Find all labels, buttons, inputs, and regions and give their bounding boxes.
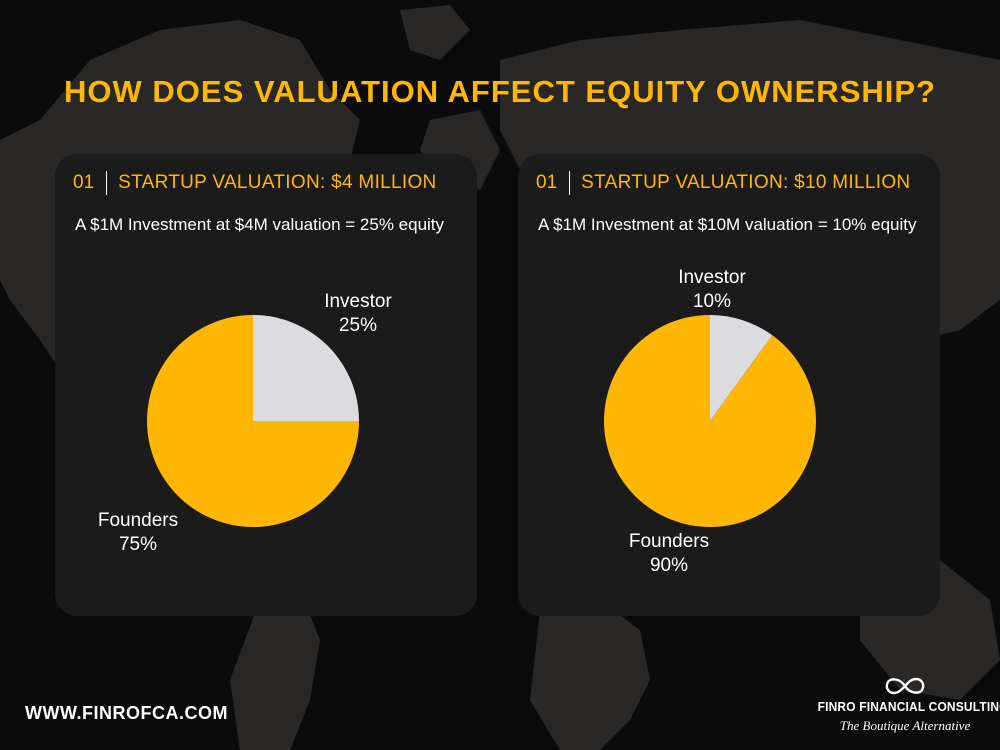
- card-description: A $1M Investment at $10M valuation = 10%…: [538, 215, 917, 234]
- website-link[interactable]: WWW.FINROFCA.COM: [25, 703, 228, 723]
- card-divider: [569, 171, 571, 195]
- card-header: 01 STARTUP VALUATION: $10 MILLION: [536, 170, 910, 196]
- brand-name: FINRO FINANCIAL CONSULTING: [817, 699, 1000, 714]
- pie-chart-10m: [604, 315, 816, 527]
- card-number: 01: [536, 172, 558, 193]
- brand-block: FINRO FINANCIAL CONSULTING The Boutique …: [810, 676, 1000, 734]
- investor-label: Investor 25%: [303, 290, 413, 338]
- founders-label-text: Founders: [628, 531, 710, 552]
- founders-pct: 90%: [649, 555, 689, 576]
- page-title: HOW DOES VALUATION AFFECT EQUITY OWNERSH…: [64, 74, 936, 109]
- founders-label-text: Founders: [97, 510, 179, 531]
- pie-slice-investor: [710, 315, 773, 421]
- infinity-icon: [885, 677, 925, 695]
- pie-slice-investor: [253, 315, 359, 421]
- card-divider: [106, 171, 108, 195]
- pie-slice-founders: [147, 315, 359, 527]
- card-heading: STARTUP VALUATION: $10 MILLION: [581, 172, 911, 193]
- founders-label: Founders 75%: [83, 509, 193, 557]
- pie-chart-4m: [147, 315, 359, 527]
- card-number: 01: [73, 172, 95, 193]
- card-description: A $1M Investment at $4M valuation = 25% …: [75, 215, 445, 234]
- founders-label: Founders 90%: [614, 530, 724, 578]
- pie-slice-founders: [604, 315, 816, 527]
- investor-label: Investor 10%: [657, 266, 767, 314]
- investor-label-text: Investor: [324, 291, 392, 312]
- brand-tagline: The Boutique Alternative: [839, 718, 971, 733]
- investor-pct: 10%: [692, 291, 732, 312]
- valuation-card-4m: 01 STARTUP VALUATION: $4 MILLION A $1M I…: [55, 154, 477, 616]
- investor-pct: 25%: [338, 315, 378, 336]
- founders-pct: 75%: [118, 534, 158, 555]
- valuation-card-10m: 01 STARTUP VALUATION: $10 MILLION A $1M …: [518, 154, 940, 616]
- investor-label-text: Investor: [678, 267, 746, 288]
- card-heading: STARTUP VALUATION: $4 MILLION: [118, 172, 437, 193]
- card-header: 01 STARTUP VALUATION: $4 MILLION: [73, 170, 437, 196]
